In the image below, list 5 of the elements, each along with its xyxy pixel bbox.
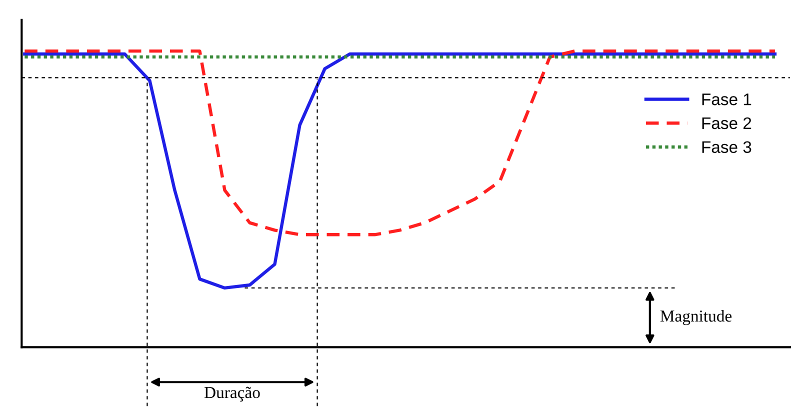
legend-label: Fase 1 [702, 94, 752, 106]
legend-label: Fase 3 [702, 141, 752, 153]
annotation: Magnitude [660, 310, 732, 326]
text: Duração [204, 386, 260, 402]
legend-label: Fase 2 [702, 117, 752, 130]
